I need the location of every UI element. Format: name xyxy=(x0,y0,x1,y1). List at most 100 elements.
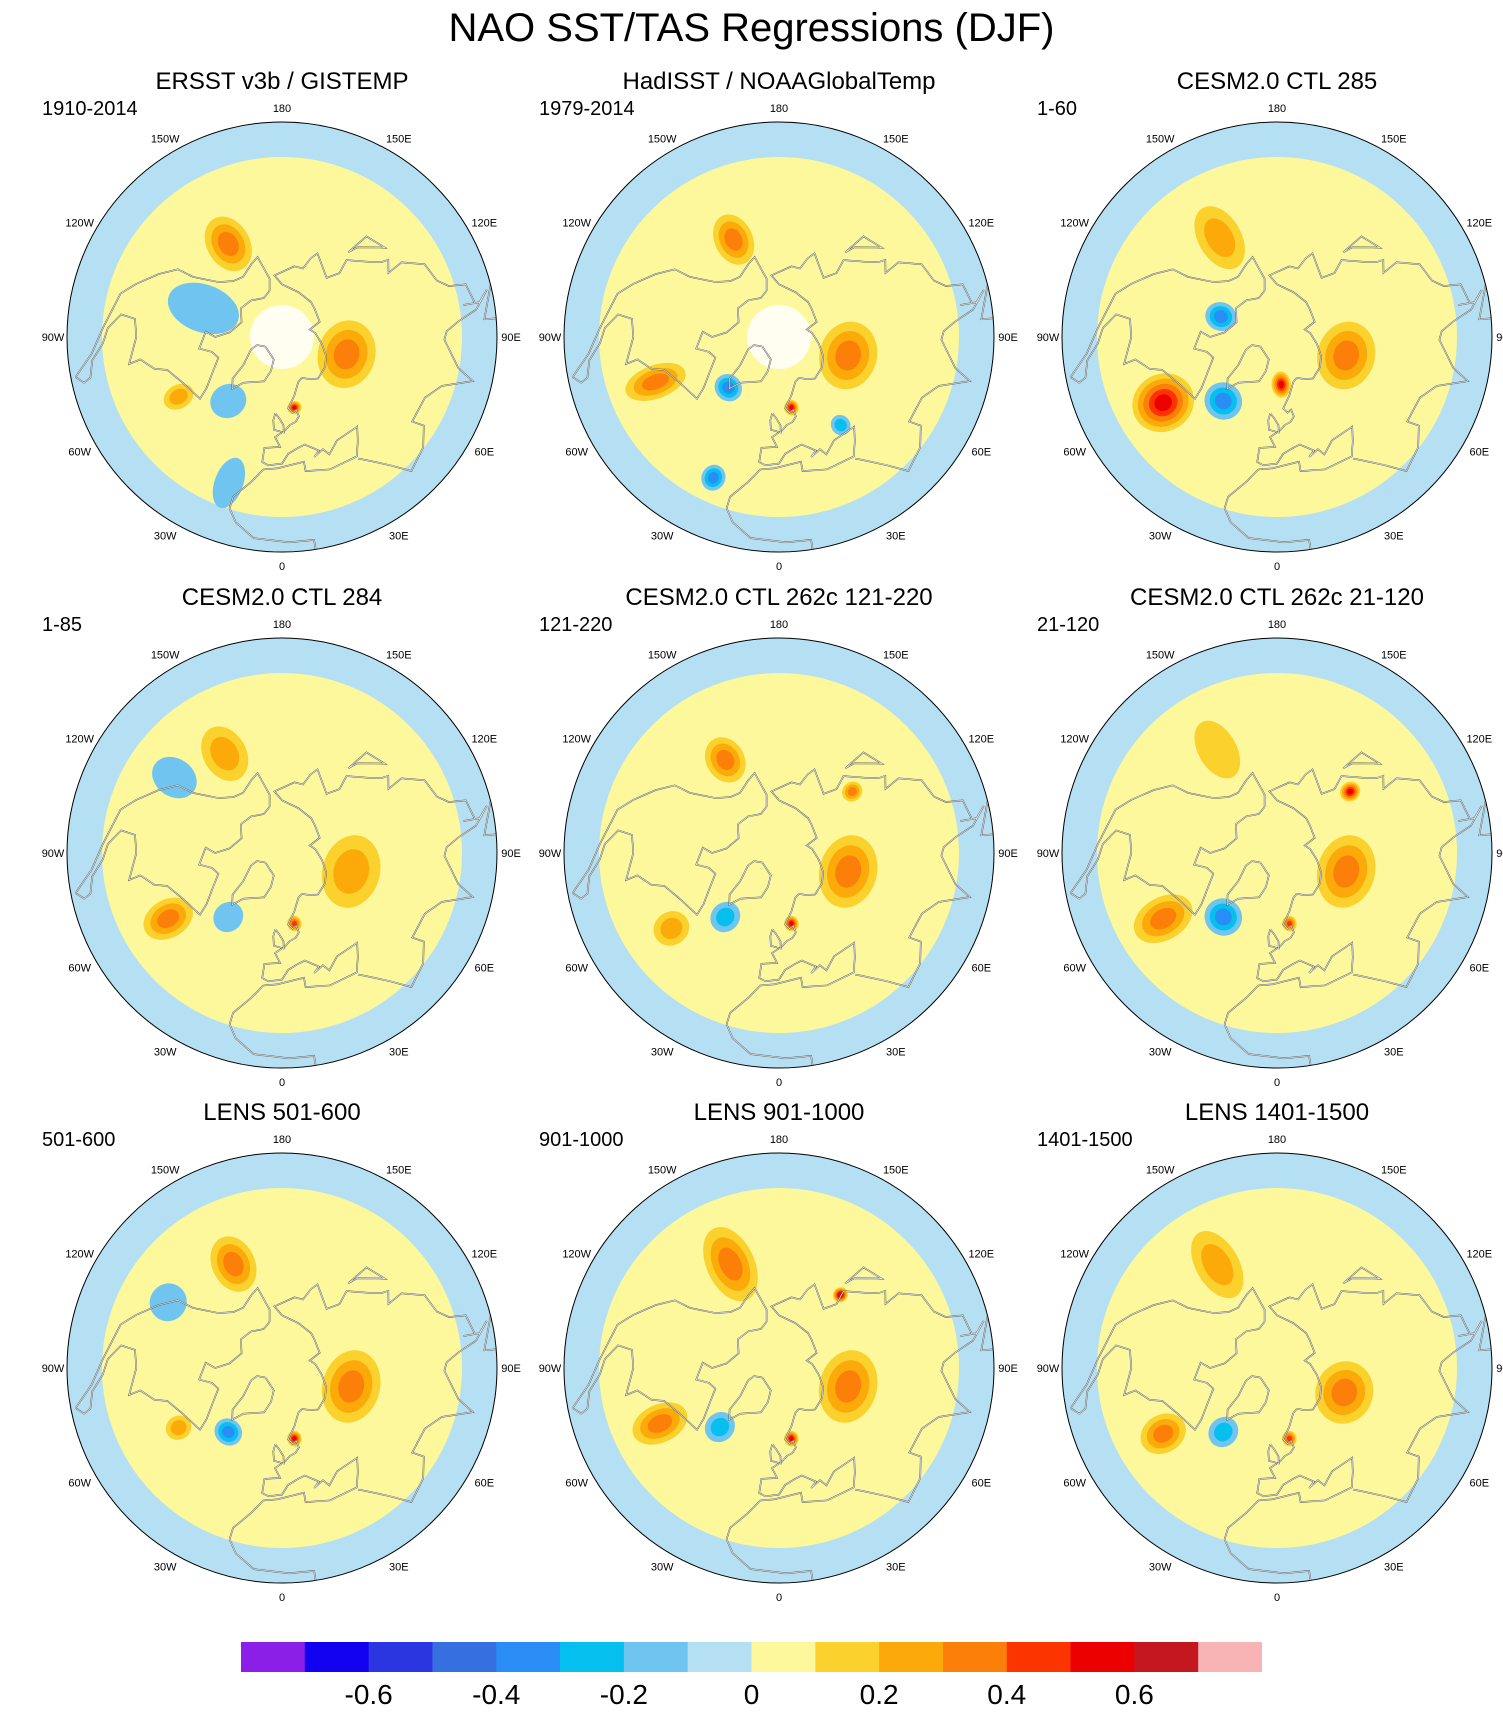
longitude-label: 60W xyxy=(1063,1478,1086,1490)
coastline-highlight xyxy=(1226,1375,1270,1421)
anomaly-contour xyxy=(722,381,735,394)
field-background xyxy=(67,638,497,1068)
anomaly-contour xyxy=(1154,394,1173,412)
colorbar-segment xyxy=(1070,1642,1135,1672)
colorbar-tick-label: 0 xyxy=(743,1679,760,1710)
longitude-label: 120E xyxy=(968,218,994,230)
coastline-highlight xyxy=(75,290,270,400)
anomaly-contour xyxy=(1214,908,1232,926)
panel-period: 1401-1500 xyxy=(1037,1129,1133,1151)
colorbar-segment xyxy=(623,1642,689,1672)
anomaly-contour xyxy=(1278,380,1284,389)
coastline-highlight xyxy=(1226,860,1270,906)
colorbar-segment xyxy=(815,1642,880,1672)
coastline-highlight xyxy=(75,256,270,378)
longitude-label: 120W xyxy=(65,734,94,746)
coastline-highlight xyxy=(1224,893,1354,1066)
colorbar-segment xyxy=(1006,1642,1072,1672)
map-panel: LENS 901-1000 901-1000 180 150E 120E 90E 60E 30… xyxy=(539,1099,1018,1604)
colorbar-segment xyxy=(942,1642,1008,1672)
colorbar-segment xyxy=(496,1642,561,1672)
longitude-label: 150W xyxy=(151,1165,180,1177)
longitude-label: 90E xyxy=(998,332,1018,344)
regression-field xyxy=(564,122,994,552)
map-boundary xyxy=(66,1152,498,1584)
longitude-label: 120W xyxy=(65,218,94,230)
panel-title: CESM2.0 CTL 285 xyxy=(1177,68,1378,95)
field-background xyxy=(1062,638,1492,1068)
longitude-label: 60E xyxy=(972,1478,992,1490)
coastline-highlight xyxy=(231,1375,275,1421)
coastline-highlight xyxy=(770,1283,985,1503)
colorbar-segment xyxy=(687,1642,752,1672)
anomaly-contour xyxy=(157,909,180,929)
field-background xyxy=(1062,122,1492,552)
coastline-highlight xyxy=(1070,1321,1265,1431)
anomaly-contour xyxy=(789,921,794,926)
longitude-label: 60E xyxy=(972,447,992,459)
field-background xyxy=(564,638,994,1068)
coastline-highlight xyxy=(229,893,359,1066)
longitude-label: 30E xyxy=(886,1561,906,1573)
anomaly-contour xyxy=(291,920,297,927)
longitude-label: 60W xyxy=(565,963,588,975)
map-panel: CESM2.0 CTL 284 1-85 180 150E 120E 90E 60E 30E 0… xyxy=(42,584,521,1089)
anomaly-contour xyxy=(789,405,794,410)
colorbar-tick-label: -0.4 xyxy=(472,1679,521,1710)
coastline-highlight xyxy=(231,344,275,390)
anomaly-contour xyxy=(212,457,246,509)
colorbar-segment xyxy=(560,1642,625,1672)
map-panel: ERSST v3b / GISTEMP 1910-2014 180 150E 120E 9… xyxy=(42,68,521,573)
coastline-highlight xyxy=(75,772,270,894)
longitude-label: 180 xyxy=(273,1134,291,1146)
regression-field xyxy=(564,1153,994,1583)
longitude-label: 0 xyxy=(776,1077,782,1089)
longitude-label: 90E xyxy=(501,1363,521,1375)
anomaly-contour xyxy=(333,339,360,370)
field-background xyxy=(67,1153,497,1583)
longitude-label: 120W xyxy=(562,734,591,746)
colorbar-tick-label: 0.6 xyxy=(1114,1679,1154,1710)
longitude-label: 120E xyxy=(471,734,497,746)
longitude-label: 0 xyxy=(1274,561,1280,573)
longitude-label: 30W xyxy=(651,1046,674,1058)
anomaly-contour xyxy=(718,1247,743,1281)
coastline-highlight xyxy=(726,377,856,550)
panel-title: CESM2.0 CTL 262c 121-220 xyxy=(625,584,932,611)
longitude-label: 150W xyxy=(1146,134,1175,146)
longitude-label: 60W xyxy=(68,447,91,459)
coastline-highlight xyxy=(770,252,985,472)
colorbar-segment xyxy=(751,1642,816,1672)
map-panel: LENS 501-600 501-600 180 150E 120E 90E 60E 30E 0… xyxy=(42,1099,521,1604)
longitude-label: 150E xyxy=(1381,650,1407,662)
anomaly-contour xyxy=(1214,1422,1233,1442)
longitude-label: 120E xyxy=(1466,218,1492,230)
coastline-highlight xyxy=(726,1408,856,1581)
map-panel: LENS 1401-1500 1401-1500 180 150E 120E 90E 60E… xyxy=(1037,1099,1503,1604)
field-background xyxy=(1062,1153,1492,1583)
colorbar-tick-labels: -0.6 -0.4 -0.2 0 0.2 0.4 0.6 xyxy=(0,1680,1503,1714)
anomaly-contour xyxy=(835,340,862,371)
panel-period: 121-220 xyxy=(539,614,612,636)
coastline-highlight xyxy=(1226,344,1270,390)
longitude-label: 120E xyxy=(1466,1249,1492,1261)
colorbar-tick-label: -0.2 xyxy=(599,1679,648,1710)
colorbar-segment xyxy=(1134,1642,1199,1672)
coastline-highlight xyxy=(1224,377,1354,550)
longitude-label: 180 xyxy=(770,619,788,631)
colorbar-segment xyxy=(368,1642,433,1672)
coastline-highlight xyxy=(273,252,488,472)
longitude-label: 60W xyxy=(68,1478,91,1490)
coastline-highlight xyxy=(572,772,767,894)
longitude-label: 90W xyxy=(1037,1363,1060,1375)
anomaly-contour xyxy=(1204,218,1236,258)
longitude-label: 120W xyxy=(562,218,591,230)
longitude-label: 0 xyxy=(1274,1077,1280,1089)
figure-title: NAO SST/TAS Regressions (DJF) xyxy=(448,6,1055,50)
coastline-highlight xyxy=(572,290,767,400)
regression-field xyxy=(564,638,994,1068)
longitude-label: 60W xyxy=(565,1478,588,1490)
colorbar-tick-label: 0.4 xyxy=(987,1679,1027,1710)
regression-field xyxy=(1062,122,1492,552)
coastline-highlight xyxy=(1343,236,1381,253)
